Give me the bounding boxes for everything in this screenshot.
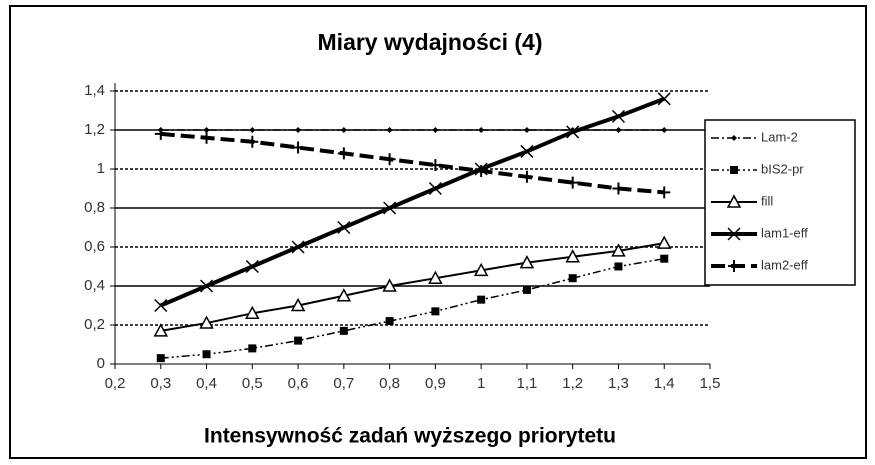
marker xyxy=(291,240,305,254)
marker xyxy=(614,262,623,271)
x-tick-label: 1,2 xyxy=(562,375,583,392)
series-line xyxy=(160,242,665,332)
x-tick-label: 1,5 xyxy=(700,375,721,392)
marker xyxy=(568,274,577,283)
marker xyxy=(245,259,259,274)
marker xyxy=(431,307,440,316)
marker xyxy=(611,109,625,123)
legend-label: lam2-eff xyxy=(761,257,808,272)
x-tick-label: 0,2 xyxy=(105,375,126,392)
x-tick-label: 0,9 xyxy=(425,375,446,392)
marker xyxy=(154,298,168,313)
marker xyxy=(200,279,214,293)
legend-marker xyxy=(728,260,740,272)
y-tick-label: 1,4 xyxy=(84,82,105,99)
x-tick-label: 1,4 xyxy=(654,375,675,392)
x-tick-label: 1 xyxy=(477,375,485,392)
marker xyxy=(565,249,580,263)
marker xyxy=(340,127,347,133)
marker xyxy=(199,315,214,329)
legend-label: lam1-eff xyxy=(761,225,808,240)
marker xyxy=(522,285,531,294)
marker xyxy=(473,262,489,277)
marker xyxy=(475,164,488,177)
series-line xyxy=(159,96,665,308)
marker xyxy=(337,220,351,235)
x-tick-label: 1,3 xyxy=(608,375,629,392)
marker xyxy=(523,127,530,133)
marker xyxy=(383,201,397,215)
marker xyxy=(429,159,442,172)
legend-marker xyxy=(726,194,742,208)
marker xyxy=(477,295,486,304)
marker xyxy=(386,127,393,133)
marker xyxy=(385,317,394,326)
x-tick-label: 0,3 xyxy=(150,375,171,392)
marker xyxy=(478,127,485,133)
marker xyxy=(612,182,625,195)
series-line xyxy=(160,257,665,359)
marker xyxy=(156,354,165,363)
marker xyxy=(432,127,439,133)
marker xyxy=(383,153,396,166)
marker xyxy=(246,135,259,148)
x-tick-label: 0,4 xyxy=(196,375,217,392)
marker xyxy=(248,344,257,353)
y-tick-label: 0,4 xyxy=(84,277,105,294)
marker xyxy=(615,127,622,133)
marker xyxy=(566,176,579,189)
x-tick-label: 0,5 xyxy=(242,375,263,392)
x-tick-label: 0,7 xyxy=(333,375,354,392)
marker xyxy=(245,305,260,320)
marker xyxy=(200,131,213,144)
marker xyxy=(519,255,535,269)
legend-marker xyxy=(727,227,741,241)
x-tick-label: 0,8 xyxy=(379,375,400,392)
marker xyxy=(203,127,210,133)
legend-label: fill xyxy=(761,193,773,208)
marker xyxy=(294,336,303,345)
marker xyxy=(249,127,256,133)
y-tick-label: 0,6 xyxy=(84,238,105,255)
y-tick-label: 1 xyxy=(97,160,105,177)
x-tick-label: 1,1 xyxy=(516,375,537,392)
y-tick-label: 0 xyxy=(97,355,105,372)
marker xyxy=(428,270,443,284)
chart-title: Miary wydajności (4) xyxy=(318,29,543,55)
marker xyxy=(566,125,580,139)
marker xyxy=(660,254,669,263)
y-tick-label: 0,2 xyxy=(84,316,105,333)
x-axis-label: Intensywność zadań wyższego priorytetu xyxy=(204,425,616,448)
legend-label: bIS2-pr xyxy=(761,161,804,176)
marker xyxy=(520,170,533,183)
y-tick-label: 0,8 xyxy=(84,199,105,216)
marker xyxy=(428,181,442,196)
marker xyxy=(658,186,671,199)
series-line xyxy=(160,131,665,195)
marker xyxy=(657,92,671,106)
marker xyxy=(202,350,211,359)
legend-marker xyxy=(730,166,738,174)
marker xyxy=(339,326,348,335)
marker xyxy=(154,127,167,140)
marker xyxy=(661,127,668,133)
legend-marker xyxy=(731,135,737,141)
marker xyxy=(153,323,169,337)
marker xyxy=(656,235,672,249)
marker xyxy=(292,141,305,154)
marker xyxy=(520,144,534,158)
y-tick-label: 1,2 xyxy=(84,121,105,138)
marker xyxy=(336,288,352,302)
x-tick-label: 0,6 xyxy=(288,375,309,392)
marker xyxy=(382,278,397,292)
marker xyxy=(295,127,302,133)
marker xyxy=(337,147,350,160)
marker xyxy=(611,243,626,257)
legend-label: Lam-2 xyxy=(761,129,798,144)
marker xyxy=(290,297,306,312)
